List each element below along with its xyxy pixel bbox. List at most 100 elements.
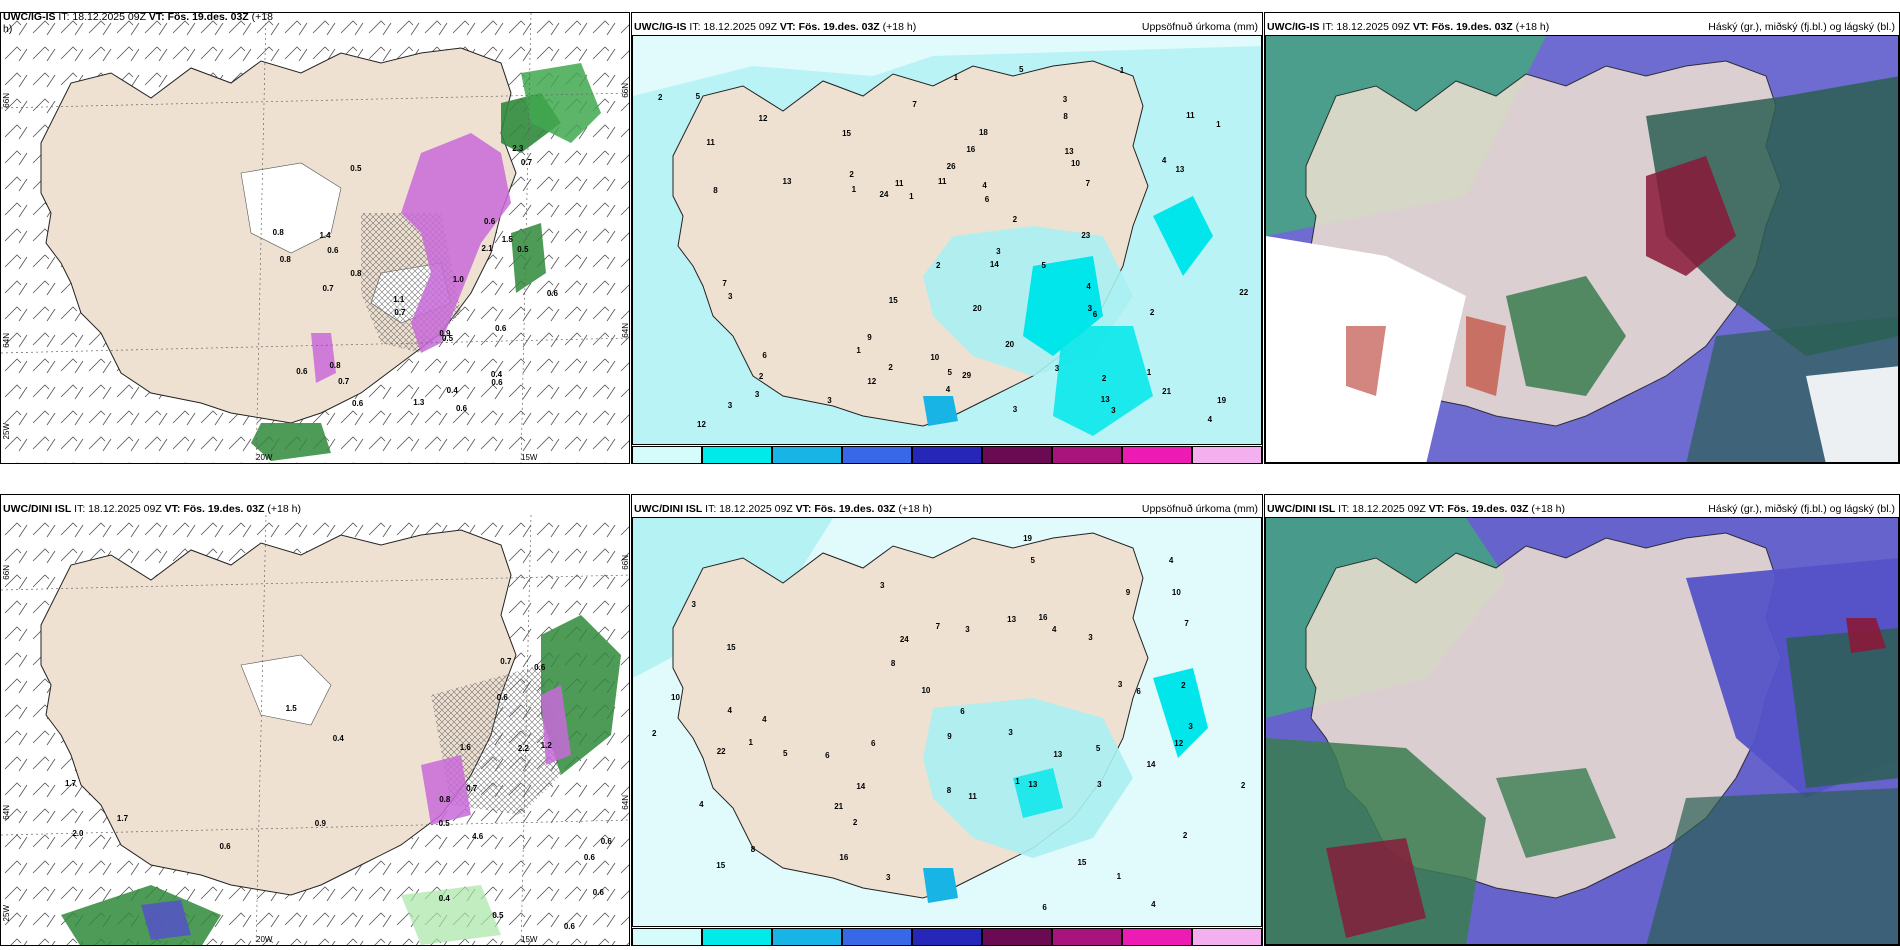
precip-value-label: 1.7 (64, 779, 77, 789)
precip-value-label: 1.1 (393, 295, 405, 305)
precip-value-label: 3 (1062, 94, 1068, 104)
precip-value-label: 2 (1182, 830, 1188, 840)
precip-value-label: 3 (886, 873, 891, 883)
precip-value-label: 0.6 (600, 837, 612, 847)
precip-values-layer: 3 2 3 20 7 5 1 3 2 1 4 1 2 1 3 2 3 3 2 1 2 3 4 5 6 8 11 16 13 20 21 15 1… (632, 35, 1262, 445)
precip-value-label: 10 (930, 352, 940, 362)
precip-value-label: 8 (1063, 112, 1068, 122)
colorbar-segment (702, 928, 772, 945)
colorbar-segment (632, 446, 702, 463)
precip-value-label: 2 (1149, 308, 1155, 318)
precip-value-label: 15 (888, 296, 898, 306)
colorbar-segment (632, 928, 702, 945)
precip-value-label: 13 (782, 176, 792, 186)
precip-value-label: 15 (726, 643, 736, 653)
precip-value-label: 0.8 (329, 360, 341, 370)
precip-value-label: 2.1 (481, 244, 493, 254)
precip-value-label: 13 (1007, 614, 1017, 624)
precip-value-label: 0.6 (563, 922, 575, 932)
panel-top-right-clouds: UWC/IG-IS IT: 18.12.2025 09Z VT: Fös. 19… (1264, 12, 1900, 464)
colorbar-segment (842, 446, 912, 463)
precip-value-label: 0.9 (439, 329, 451, 339)
precip-value-label: 0.6 (534, 662, 546, 672)
precip-value-label: 2 (1012, 214, 1018, 224)
precip-value-label: 0.6 (327, 246, 339, 256)
precip-value-label: 1 (1216, 120, 1221, 130)
map-frame (632, 35, 1262, 445)
precip-value-label: 1 (856, 346, 861, 356)
precip-value-label: 0.5 (438, 819, 450, 829)
precip-value-label: 1 (748, 737, 753, 747)
precip-value-label: 0.6 (455, 404, 468, 414)
precip-value-label: 0.5 (492, 911, 504, 921)
precip-value-label: 6 (960, 706, 965, 716)
precip-value-label: 15 (1077, 858, 1087, 868)
colorbar-segment (842, 928, 912, 945)
panel-bot-left-wind-precip: UWC/DINI ISL IT: 18.12.2025 09Z VT: Fös.… (0, 494, 630, 946)
precip-value-label: 13 (1100, 395, 1110, 405)
precip-value-label: 2 (758, 372, 764, 382)
precip-value-label: 1 (953, 73, 959, 83)
precip-value-label: 5 (947, 367, 952, 377)
precip-value-label: 3 (1117, 679, 1123, 689)
colorbar-segment (1052, 446, 1122, 463)
panel-header: UWC/DINI ISL IT: 18.12.2025 09Z VT: Fös.… (3, 503, 301, 515)
lon-label-15w: 15W (521, 453, 538, 462)
precip-value-label: 6 (1042, 903, 1047, 913)
precip-value-label: 5 (1041, 261, 1046, 271)
precip-value-label: 1 (1015, 776, 1020, 786)
precip-value-label: 16 (1038, 613, 1048, 623)
precip-value-label: 8 (713, 186, 718, 196)
precip-value-label: 13 (1175, 164, 1185, 174)
precip-value-label: 19 (1217, 396, 1227, 406)
precip-values-layer: 0.5 0.6 2.2 0.6 0.4 0.6 1.2 0.4 0.6 0.5 0.7 0.8 2.0 4… (1, 515, 629, 945)
colorbar-segment (1192, 928, 1262, 945)
precip-value-label: 11 (894, 178, 904, 188)
panel-header: UWC/DINI ISL IT: 18.12.2025 09Z VT: Fös.… (634, 503, 932, 515)
precip-value-label: 15 (716, 861, 726, 871)
panel-right-title: Háský (gr.), miðský (fj.bl.) og lágský (… (1708, 503, 1895, 515)
precip-value-label: 0.6 (484, 216, 496, 226)
precip-value-label: 4 (1161, 155, 1167, 165)
precip-value-label: 29 (962, 371, 972, 381)
precip-value-label: 0.6 (583, 852, 595, 862)
colorbar-segment (982, 928, 1052, 945)
precip-value-label: 3 (1111, 405, 1116, 415)
precip-value-label: 7 (935, 622, 941, 632)
panel-right-title: Uppsöfnuð úrkoma (mm) (1141, 503, 1258, 515)
lon-label-20w: 20W (256, 935, 273, 944)
precip-value-label: 1.0 (452, 275, 464, 285)
lon-label-20w: 20W (256, 453, 273, 462)
precip-value-label: 0.7 (322, 283, 334, 293)
precip-value-label: 5 (1018, 65, 1024, 75)
precip-value-label: 13 (1028, 779, 1038, 789)
precip-value-label: 0.5 (441, 334, 454, 344)
precip-value-label: 2 (852, 818, 858, 828)
panel-top-left-wind-precip: UWC/IG-IS IT: 18.12.2025 09Z VT: Fös. 19… (0, 12, 630, 464)
colorbar-segment (1122, 928, 1192, 945)
panel-bot-right-clouds: UWC/DINI ISL IT: 18.12.2025 09Z VT: Fös.… (1264, 494, 1900, 946)
precip-value-label: 1 (1116, 872, 1122, 882)
precip-value-label: 3 (754, 390, 760, 400)
precip-value-label: 2 (1181, 680, 1186, 690)
precip-value-label: 7 (722, 279, 727, 289)
precip-value-label: 22 (716, 746, 726, 756)
precip-value-label: 12 (697, 420, 706, 430)
precip-value-label: 10 (1071, 159, 1080, 169)
precip-value-label: 6 (1092, 310, 1098, 320)
panel-header: UWC/IG-IS IT: 18.12.2025 09Z VT: Fös. 19… (1267, 21, 1550, 33)
precip-value-label: 2.2 (517, 744, 529, 754)
map-wind-barbs-top (1, 13, 629, 463)
precip-value-label: 24 (899, 635, 909, 645)
precip-value-label: 7 (912, 100, 917, 110)
precip-value-label: 2 (1101, 373, 1107, 383)
precip-value-label: 4 (982, 181, 987, 191)
precip-value-label: 11 (706, 138, 715, 148)
precip-value-label: 3 (1087, 303, 1093, 313)
precip-value-label: 11 (968, 791, 977, 801)
precip-value-label: 20 (972, 304, 982, 314)
precip-value-label: 3 (1054, 363, 1060, 373)
precip-value-label: 3 (827, 395, 832, 405)
precip-value-label: 3 (1188, 722, 1193, 732)
precip-value-label: 2.3 (512, 144, 524, 154)
